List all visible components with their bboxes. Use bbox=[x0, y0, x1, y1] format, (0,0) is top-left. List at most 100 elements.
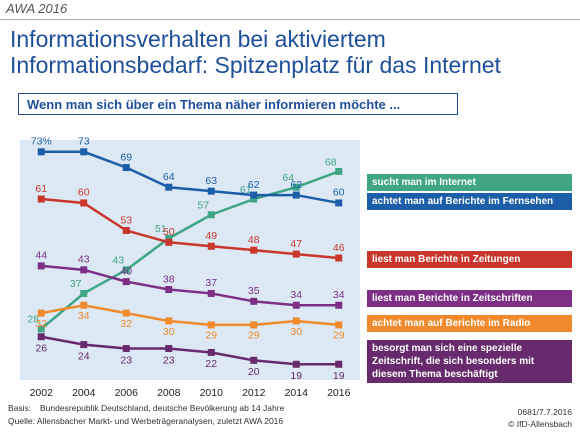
point-marker bbox=[207, 321, 215, 329]
point-marker bbox=[165, 238, 173, 246]
data-label: 53 bbox=[120, 214, 132, 226]
data-label: 40 bbox=[120, 265, 132, 277]
point-marker bbox=[80, 301, 88, 309]
data-label: 43 bbox=[78, 254, 90, 266]
legend-entry: achtet man auf Berichte im Fernsehen bbox=[367, 193, 572, 210]
point-marker bbox=[292, 360, 300, 368]
chart-title: Informationsverhalten bei aktiviertem bbox=[10, 26, 386, 52]
point-marker bbox=[250, 246, 258, 254]
data-label: 34 bbox=[290, 289, 302, 301]
footer-basis: Bundesrepublik Deutschland, deutsche Bev… bbox=[40, 403, 285, 413]
footer-copyright: © IfD-Allensbach bbox=[508, 419, 572, 429]
data-label: 64 bbox=[282, 172, 294, 184]
data-label: 34 bbox=[333, 289, 345, 301]
point-marker bbox=[122, 309, 130, 317]
data-label: 32 bbox=[35, 318, 47, 330]
chart-title: Informationsbedarf: Spitzenplatz für das… bbox=[10, 52, 501, 78]
x-tick-label: 2004 bbox=[72, 387, 96, 399]
data-label: 26 bbox=[35, 343, 47, 355]
point-marker bbox=[165, 317, 173, 325]
footer-source: Quelle: Allensbacher Markt- und Werbeträ… bbox=[8, 416, 284, 426]
point-marker bbox=[335, 167, 343, 175]
series-line bbox=[40, 170, 340, 330]
point-marker bbox=[207, 211, 215, 219]
data-label: 61 bbox=[35, 183, 47, 195]
point-marker bbox=[292, 301, 300, 309]
series-line bbox=[41, 150, 339, 205]
point-marker bbox=[207, 242, 215, 250]
data-label: 30 bbox=[290, 326, 302, 338]
data-label: 61 bbox=[240, 184, 252, 196]
x-tick-label: 2016 bbox=[327, 387, 351, 399]
data-label: 29 bbox=[248, 330, 260, 342]
data-label: 34 bbox=[78, 310, 90, 322]
point-marker bbox=[80, 266, 88, 274]
point-marker bbox=[207, 348, 215, 356]
data-label: 35 bbox=[248, 285, 260, 297]
point-marker bbox=[335, 199, 343, 207]
point-marker bbox=[37, 148, 45, 156]
point-marker bbox=[122, 164, 130, 172]
data-label: 28 bbox=[27, 314, 39, 326]
point-marker bbox=[80, 148, 88, 156]
point-marker bbox=[122, 345, 130, 353]
point-marker bbox=[292, 183, 300, 191]
point-marker bbox=[165, 234, 173, 242]
x-tick-label: 2012 bbox=[242, 387, 266, 399]
data-label: 62 bbox=[290, 179, 302, 191]
point-marker bbox=[207, 187, 215, 195]
point-marker bbox=[37, 262, 45, 270]
legend-entry: liest man Berichte in Zeitschriften bbox=[367, 290, 572, 307]
data-label: 32 bbox=[120, 318, 132, 330]
series-line bbox=[41, 264, 339, 307]
point-marker bbox=[250, 356, 258, 364]
point-marker bbox=[165, 183, 173, 191]
point-marker bbox=[80, 199, 88, 207]
point-marker bbox=[80, 289, 88, 297]
x-tick-label: 2006 bbox=[115, 387, 139, 399]
point-marker bbox=[37, 333, 45, 341]
data-label: 73 bbox=[78, 136, 90, 148]
point-marker bbox=[335, 321, 343, 329]
data-label: 48 bbox=[248, 234, 260, 246]
point-marker bbox=[292, 191, 300, 199]
data-label: 69 bbox=[120, 151, 132, 163]
x-tick-label: 2008 bbox=[157, 387, 181, 399]
point-marker bbox=[122, 226, 130, 234]
data-label: 60 bbox=[333, 187, 345, 199]
data-label: 30 bbox=[163, 326, 175, 338]
data-label: 51 bbox=[155, 223, 167, 235]
point-marker bbox=[80, 341, 88, 349]
data-label: 62 bbox=[248, 179, 260, 191]
point-marker bbox=[37, 309, 45, 317]
data-label: 38 bbox=[163, 273, 175, 285]
data-label: 29 bbox=[205, 330, 217, 342]
point-marker bbox=[37, 195, 45, 203]
legend-entry: sucht man im Internet bbox=[367, 174, 572, 191]
data-label: 43 bbox=[112, 255, 124, 267]
x-tick-label: 2002 bbox=[30, 387, 54, 399]
point-marker bbox=[207, 289, 215, 297]
chart-subtitle: Wenn man sich über ein Thema näher infor… bbox=[18, 93, 458, 115]
data-label: 44 bbox=[35, 250, 47, 262]
data-label: 47 bbox=[290, 238, 302, 250]
data-label: 50 bbox=[163, 226, 175, 238]
point-marker bbox=[165, 286, 173, 294]
point-marker bbox=[37, 325, 45, 333]
data-label: 29 bbox=[333, 330, 345, 342]
x-tick-label: 2014 bbox=[285, 387, 309, 399]
data-label: 24 bbox=[78, 350, 90, 362]
data-label: 64 bbox=[163, 171, 175, 183]
point-marker bbox=[250, 191, 258, 199]
point-marker bbox=[122, 266, 130, 274]
series-line bbox=[41, 335, 339, 366]
data-label: 57 bbox=[197, 200, 209, 212]
series-line bbox=[41, 303, 339, 327]
data-label: 19 bbox=[333, 370, 345, 382]
point-marker bbox=[292, 250, 300, 258]
header: AWA 2016 bbox=[6, 1, 68, 16]
data-label: 73% bbox=[31, 136, 52, 148]
point-marker bbox=[335, 254, 343, 262]
